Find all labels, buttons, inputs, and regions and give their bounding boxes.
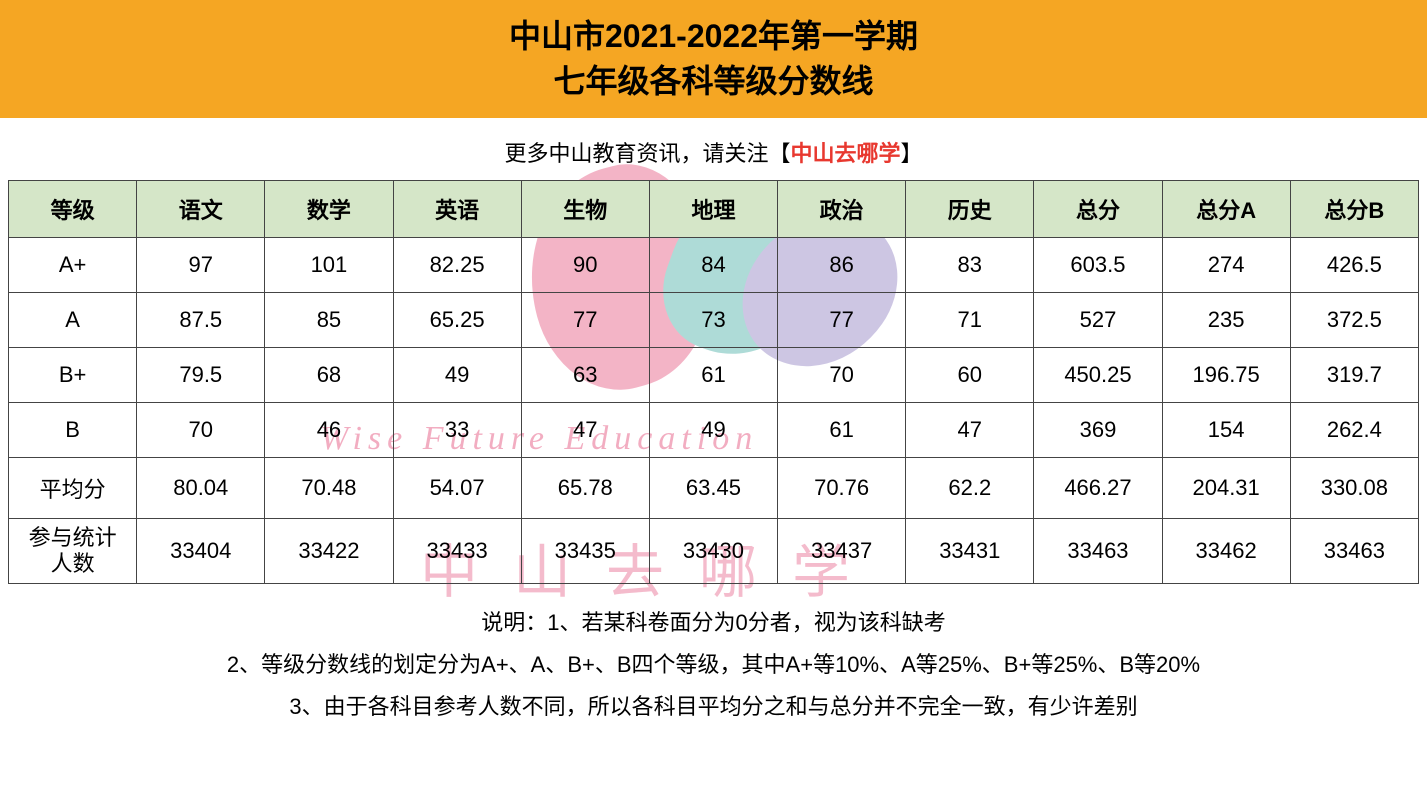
cell: 70.48 <box>265 457 393 518</box>
row-label: B+ <box>9 347 137 402</box>
cell: 97 <box>137 237 265 292</box>
cell: 70 <box>137 402 265 457</box>
table-body: A+ 97 101 82.25 90 84 86 83 603.5 274 42… <box>9 237 1419 584</box>
col-math: 数学 <box>265 180 393 237</box>
cell: 85 <box>265 292 393 347</box>
note-line2: 2、等级分数线的划定分为A+、A、B+、B四个等级，其中A+等10%、A等25%… <box>40 644 1387 686</box>
cell: 70.76 <box>778 457 906 518</box>
cell: 154 <box>1162 402 1290 457</box>
title-line2: 七年级各科等级分数线 <box>0 59 1427 104</box>
cell: 603.5 <box>1034 237 1162 292</box>
subheader: 更多中山教育资讯，请关注【中山去哪学】 <box>0 120 1427 180</box>
cell: 47 <box>521 402 649 457</box>
cell: 84 <box>649 237 777 292</box>
col-grade: 等级 <box>9 180 137 237</box>
cell: 71 <box>906 292 1034 347</box>
row-label: B <box>9 402 137 457</box>
cell: 196.75 <box>1162 347 1290 402</box>
cell: 33431 <box>906 518 1034 584</box>
col-biology: 生物 <box>521 180 649 237</box>
cell: 33404 <box>137 518 265 584</box>
cell: 33 <box>393 402 521 457</box>
col-geography: 地理 <box>649 180 777 237</box>
cell: 86 <box>778 237 906 292</box>
cell: 204.31 <box>1162 457 1290 518</box>
cell: 65.78 <box>521 457 649 518</box>
cell: 63 <box>521 347 649 402</box>
cell: 62.2 <box>906 457 1034 518</box>
cell: 369 <box>1034 402 1162 457</box>
note-line3: 3、由于各科目参考人数不同，所以各科目平均分之和与总分并不完全一致，有少许差别 <box>40 686 1387 728</box>
cell: 61 <box>649 347 777 402</box>
cell: 33435 <box>521 518 649 584</box>
cell: 49 <box>393 347 521 402</box>
cell: 73 <box>649 292 777 347</box>
cell: 33433 <box>393 518 521 584</box>
subheader-highlight: 中山去哪学 <box>790 141 900 166</box>
col-history: 历史 <box>906 180 1034 237</box>
table-row: 参与统计人数 33404 33422 33433 33435 33430 334… <box>9 518 1419 584</box>
row-label: 参与统计人数 <box>9 518 137 584</box>
note-line1: 说明：1、若某科卷面分为0分者，视为该科缺考 <box>40 602 1387 644</box>
cell: 372.5 <box>1290 292 1418 347</box>
cell: 47 <box>906 402 1034 457</box>
subheader-suffix: 】 <box>901 141 923 166</box>
col-english: 英语 <box>393 180 521 237</box>
notes-block: 说明：1、若某科卷面分为0分者，视为该科缺考 2、等级分数线的划定分为A+、A、… <box>0 584 1427 727</box>
cell: 262.4 <box>1290 402 1418 457</box>
cell: 319.7 <box>1290 347 1418 402</box>
cell: 101 <box>265 237 393 292</box>
cell: 65.25 <box>393 292 521 347</box>
cell: 79.5 <box>137 347 265 402</box>
table-header-row: 等级 语文 数学 英语 生物 地理 政治 历史 总分 总分A 总分B <box>9 180 1419 237</box>
col-chinese: 语文 <box>137 180 265 237</box>
cell: 61 <box>778 402 906 457</box>
cell: 33430 <box>649 518 777 584</box>
col-politics: 政治 <box>778 180 906 237</box>
cell: 33463 <box>1034 518 1162 584</box>
col-total-a: 总分A <box>1162 180 1290 237</box>
cell: 330.08 <box>1290 457 1418 518</box>
cell: 33462 <box>1162 518 1290 584</box>
cell: 527 <box>1034 292 1162 347</box>
cell: 46 <box>265 402 393 457</box>
cell: 235 <box>1162 292 1290 347</box>
header-banner: 中山市2021-2022年第一学期 七年级各科等级分数线 <box>0 0 1427 120</box>
cell: 33422 <box>265 518 393 584</box>
col-total-b: 总分B <box>1290 180 1418 237</box>
cell: 49 <box>649 402 777 457</box>
cell: 80.04 <box>137 457 265 518</box>
cell: 90 <box>521 237 649 292</box>
score-table-wrap: 等级 语文 数学 英语 生物 地理 政治 历史 总分 总分A 总分B A+ 97… <box>0 180 1427 585</box>
cell: 33437 <box>778 518 906 584</box>
cell: 82.25 <box>393 237 521 292</box>
table-row: B 70 46 33 47 49 61 47 369 154 262.4 <box>9 402 1419 457</box>
cell: 450.25 <box>1034 347 1162 402</box>
score-table: 等级 语文 数学 英语 生物 地理 政治 历史 总分 总分A 总分B A+ 97… <box>8 180 1419 585</box>
cell: 33463 <box>1290 518 1418 584</box>
cell: 68 <box>265 347 393 402</box>
table-row: A+ 97 101 82.25 90 84 86 83 603.5 274 42… <box>9 237 1419 292</box>
subheader-prefix: 更多中山教育资讯，请关注【 <box>504 141 790 166</box>
cell: 77 <box>778 292 906 347</box>
row-label: A <box>9 292 137 347</box>
row-label: 平均分 <box>9 457 137 518</box>
table-row: 平均分 80.04 70.48 54.07 65.78 63.45 70.76 … <box>9 457 1419 518</box>
col-total: 总分 <box>1034 180 1162 237</box>
table-row: B+ 79.5 68 49 63 61 70 60 450.25 196.75 … <box>9 347 1419 402</box>
cell: 87.5 <box>137 292 265 347</box>
cell: 63.45 <box>649 457 777 518</box>
cell: 70 <box>778 347 906 402</box>
cell: 426.5 <box>1290 237 1418 292</box>
row-label: A+ <box>9 237 137 292</box>
table-row: A 87.5 85 65.25 77 73 77 71 527 235 372.… <box>9 292 1419 347</box>
cell: 83 <box>906 237 1034 292</box>
title-line1: 中山市2021-2022年第一学期 <box>0 14 1427 59</box>
cell: 60 <box>906 347 1034 402</box>
cell: 77 <box>521 292 649 347</box>
cell: 54.07 <box>393 457 521 518</box>
cell: 466.27 <box>1034 457 1162 518</box>
cell: 274 <box>1162 237 1290 292</box>
